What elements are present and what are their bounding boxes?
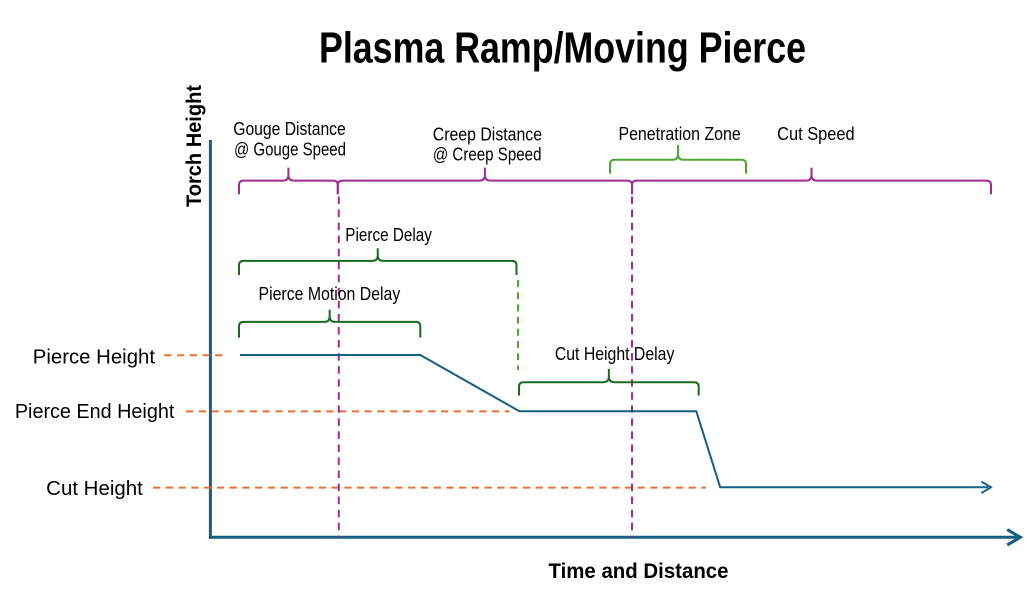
svg-text:Gouge Distance: Gouge Distance	[233, 118, 346, 139]
svg-text:@ Creep Speed: @ Creep Speed	[433, 144, 542, 165]
svg-text:Torch Height: Torch Height	[183, 85, 206, 207]
svg-text:Cut Height: Cut Height	[46, 478, 143, 500]
svg-text:@ Gouge Speed: @ Gouge Speed	[234, 138, 346, 159]
svg-text:Pierce Height: Pierce Height	[33, 347, 156, 369]
svg-text:Plasma Ramp/Moving Pierce: Plasma Ramp/Moving Pierce	[319, 23, 806, 72]
svg-text:Pierce End Height: Pierce End Height	[15, 401, 175, 423]
svg-text:Creep Distance: Creep Distance	[433, 123, 542, 144]
svg-text:Cut Height Delay: Cut Height Delay	[555, 343, 675, 364]
svg-text:Pierce Delay: Pierce Delay	[345, 224, 432, 245]
svg-text:Cut Speed: Cut Speed	[777, 123, 855, 144]
svg-text:Time and Distance: Time and Distance	[549, 560, 729, 583]
svg-text:Penetration Zone: Penetration Zone	[618, 123, 740, 144]
svg-text:Pierce Motion Delay: Pierce Motion Delay	[259, 283, 401, 304]
